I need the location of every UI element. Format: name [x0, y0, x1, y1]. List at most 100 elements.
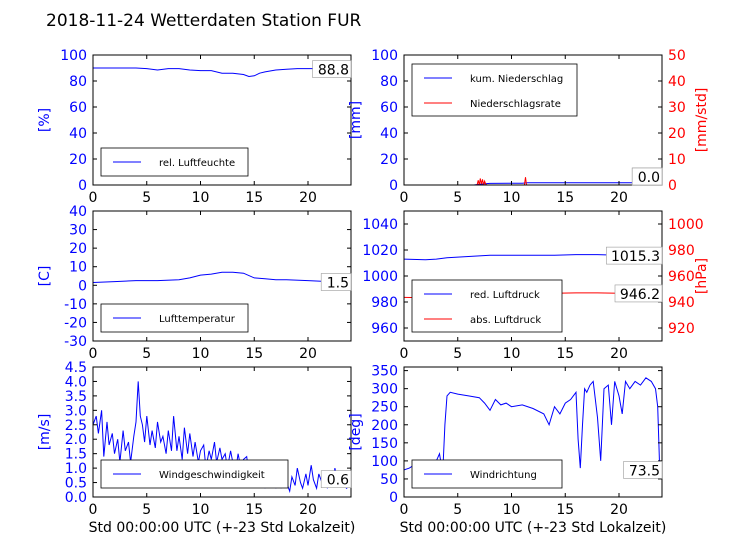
y-tick-label: 1040 [362, 217, 398, 233]
x-tick-label: 10 [192, 190, 210, 206]
y-tick-label: 60 [380, 100, 398, 116]
y-tick-label: 3.5 [65, 389, 87, 405]
y-tick-label: 40 [69, 126, 87, 142]
last-value-label-right: 946.2 [620, 287, 660, 303]
last-value-box-right [614, 284, 663, 303]
last-value-box [320, 273, 352, 291]
y2-tick-label: 0 [668, 178, 677, 194]
x-tick-label: 20 [610, 346, 628, 362]
legend: Windrichtung [411, 459, 563, 489]
series-line-wind_direction-0 [404, 377, 662, 476]
y-tick-label: 20 [380, 152, 398, 168]
x-tick-label: 15 [245, 190, 263, 206]
legend-box [411, 279, 563, 333]
legend: rel. Luftfeuchte [100, 147, 249, 177]
y-tick-label: 40 [380, 126, 398, 142]
y-tick-label: 100 [371, 48, 398, 64]
y-axis-label: [mm] [348, 101, 364, 139]
y-tick-label: 0.0 [65, 490, 87, 506]
last-value-box [606, 246, 663, 265]
last-value-label: 1.5 [327, 276, 349, 292]
y2-tick-label: 10 [668, 152, 686, 168]
x-tick-label: 5 [142, 502, 151, 518]
y-axis-label: [m/s] [37, 414, 53, 451]
y-axis-label: [%] [37, 108, 53, 132]
y2-tick-label: 980 [668, 243, 695, 259]
legend-label: rel. Luftfeuchte [159, 158, 235, 169]
x-tick-label: 0 [89, 190, 98, 206]
x-tick-label: 5 [453, 190, 462, 206]
y-tick-label: 3.0 [65, 403, 87, 419]
y-tick-label: 100 [371, 454, 398, 470]
legend: kum. Niederschlag Niederschlagsrate [411, 63, 578, 117]
y-tick-label: 20 [69, 241, 87, 257]
x-tick-label: 10 [503, 190, 521, 206]
y-tick-label: 30 [69, 223, 87, 239]
last-value-label: 73.5 [629, 463, 660, 479]
legend-box [411, 63, 578, 117]
x-tick-label: 0 [400, 190, 409, 206]
x-tick-label: 10 [192, 502, 210, 518]
y-tick-label: 0 [78, 178, 87, 194]
y-tick-label: 2.0 [65, 432, 87, 448]
y-tick-label: 350 [371, 364, 398, 380]
legend-label: kum. Niederschlag [470, 74, 563, 85]
plot-frame [403, 54, 663, 186]
last-value-box [312, 60, 352, 78]
y-tick-label: 960 [371, 321, 398, 337]
legend: Windgeschwindigkeit [100, 459, 289, 489]
subplot-pressure: 0 5 10 15 20 960 980 1000 1020 1040 920 940 960 980 10… [362, 210, 710, 362]
plot-frame [92, 366, 352, 498]
y2-tick-label: 920 [668, 321, 695, 337]
x-tick-label: 15 [556, 346, 574, 362]
y-tick-label: -10 [64, 297, 87, 313]
subplot-precipitation: 0 5 10 15 20 0 20 40 60 80 100 0 10 20 30 40 50 [mm] [mm/s… [348, 48, 710, 206]
y-tick-label: 980 [371, 295, 398, 311]
y2-tick-label: 960 [668, 269, 695, 285]
legend-label: Niederschlagsrate [470, 99, 561, 110]
x-tick-label: 0 [400, 346, 409, 362]
y-tick-label: 40 [69, 204, 87, 220]
x-tick-label: 15 [556, 190, 574, 206]
last-value-label-right: 0.0 [638, 170, 660, 186]
legend-label: red. Luftdruck [470, 290, 540, 301]
x-tick-label: 20 [610, 190, 628, 206]
y-tick-label: 300 [371, 382, 398, 398]
legend-label: Windrichtung [470, 470, 537, 481]
y-axis-label: [C] [37, 266, 53, 287]
x-tick-label: 15 [245, 346, 263, 362]
x-tick-label: 5 [142, 190, 151, 206]
legend-label: Windgeschwindigkeit [159, 470, 265, 481]
y-tick-label: 150 [371, 436, 398, 452]
last-value-label: 1015.3 [611, 249, 660, 265]
y-tick-label: 4.0 [65, 374, 87, 390]
y-tick-label: 100 [60, 48, 87, 64]
y2-tick-label: 40 [668, 74, 686, 90]
y2-axis-label: [hPa] [694, 258, 710, 294]
legend-label: Lufttemperatur [159, 314, 236, 325]
y-tick-label: 0 [389, 490, 398, 506]
y-tick-label: 2.5 [65, 418, 87, 434]
last-value-label: 0.6 [327, 473, 349, 489]
y2-tick-label: 20 [668, 126, 686, 142]
series-line-precipitation-1 [404, 177, 662, 185]
y-tick-label: 1.5 [65, 447, 87, 463]
plot-frame [92, 54, 352, 186]
y-tick-label: -20 [64, 315, 87, 331]
y-tick-label: 1020 [362, 243, 398, 259]
x-tick-label: 5 [453, 346, 462, 362]
y2-tick-label: 940 [668, 295, 695, 311]
legend: red. Luftdruck abs. Luftdruck [411, 279, 563, 333]
last-value-box [320, 470, 352, 488]
y-tick-label: 0.5 [65, 476, 87, 492]
x-tick-label: 5 [453, 502, 462, 518]
last-value-box [623, 461, 663, 479]
y-tick-label: 1.0 [65, 461, 87, 477]
y-tick-label: 10 [69, 260, 87, 276]
x-tick-label: 15 [245, 502, 263, 518]
figure-title: 2018-11-24 Wetterdaten Station FUR [46, 11, 362, 31]
x-tick-label: 20 [299, 190, 317, 206]
